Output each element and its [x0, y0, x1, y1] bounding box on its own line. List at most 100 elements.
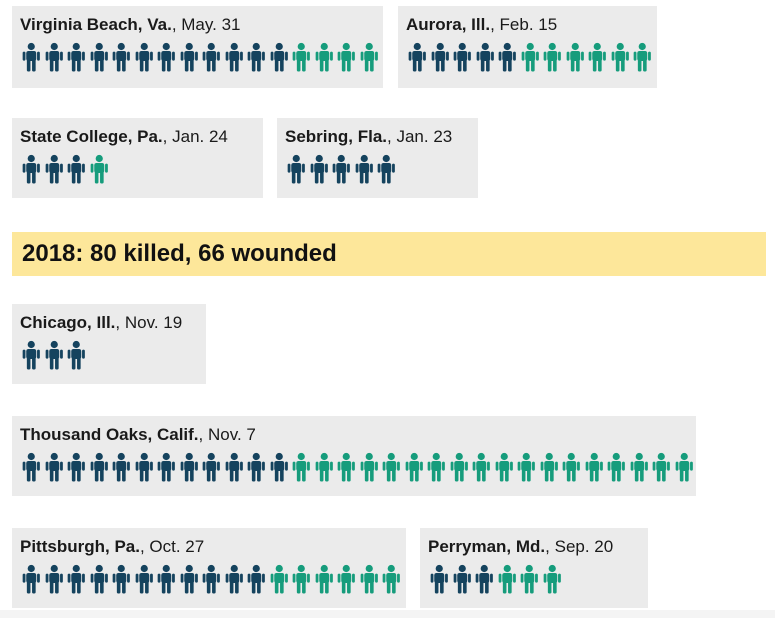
killed-person-icon — [22, 452, 40, 482]
incident-place: Chicago, Ill. — [20, 313, 116, 332]
wounded-person-icon — [607, 452, 625, 482]
incident-card-state-college: State College, Pa., Jan. 24 — [12, 118, 263, 198]
people-row — [20, 564, 406, 594]
wounded-person-icon — [360, 42, 378, 72]
killed-person-icon — [270, 42, 288, 72]
killed-person-icon — [45, 42, 63, 72]
wounded-person-icon — [611, 42, 629, 72]
wounded-person-icon — [405, 452, 423, 482]
killed-person-icon — [135, 564, 153, 594]
incident-card-thousand-oaks: Thousand Oaks, Calif., Nov. 7 — [12, 416, 696, 496]
wounded-person-icon — [315, 42, 333, 72]
wounded-person-icon — [472, 452, 490, 482]
incident-title: Pittsburgh, Pa., Oct. 27 — [20, 536, 406, 558]
year-summary-banner: 2018: 80 killed, 66 wounded — [12, 232, 766, 276]
wounded-person-icon — [543, 42, 561, 72]
incident-date: , May. 31 — [171, 15, 241, 34]
people-row — [20, 340, 206, 370]
incident-title: State College, Pa., Jan. 24 — [20, 126, 263, 148]
killed-person-icon — [90, 42, 108, 72]
incident-title: Perryman, Md., Sep. 20 — [428, 536, 648, 558]
killed-person-icon — [112, 564, 130, 594]
wounded-person-icon — [90, 154, 108, 184]
incident-date: , Feb. 15 — [490, 15, 558, 34]
wounded-person-icon — [270, 564, 288, 594]
killed-person-icon — [135, 42, 153, 72]
incident-card-pittsburgh: Pittsburgh, Pa., Oct. 27 — [12, 528, 406, 608]
wounded-person-icon — [675, 452, 693, 482]
incident-place: Virginia Beach, Va. — [20, 15, 172, 34]
wounded-person-icon — [427, 452, 445, 482]
killed-person-icon — [180, 42, 198, 72]
killed-person-icon — [247, 452, 265, 482]
wounded-person-icon — [562, 452, 580, 482]
wounded-person-icon — [585, 452, 603, 482]
killed-person-icon — [112, 452, 130, 482]
wounded-person-icon — [360, 452, 378, 482]
killed-person-icon — [67, 452, 85, 482]
incident-title: Chicago, Ill., Nov. 19 — [20, 312, 206, 334]
incident-place: Sebring, Fla. — [285, 127, 388, 146]
people-row — [285, 154, 478, 184]
incident-place: Aurora, Ill. — [406, 15, 491, 34]
killed-person-icon — [67, 42, 85, 72]
incident-date: , Sep. 20 — [545, 537, 614, 556]
killed-person-icon — [90, 564, 108, 594]
people-row — [428, 564, 648, 594]
killed-person-icon — [112, 42, 130, 72]
wounded-person-icon — [543, 564, 561, 594]
killed-person-icon — [377, 154, 395, 184]
killed-person-icon — [225, 452, 243, 482]
wounded-person-icon — [450, 452, 468, 482]
killed-person-icon — [45, 340, 63, 370]
incident-date: , Nov. 19 — [115, 313, 183, 332]
wounded-person-icon — [588, 42, 606, 72]
wounded-person-icon — [337, 452, 355, 482]
killed-person-icon — [498, 42, 516, 72]
killed-person-icon — [475, 564, 493, 594]
incident-title: Aurora, Ill., Feb. 15 — [406, 14, 657, 36]
people-row — [20, 452, 696, 482]
incident-date: , Nov. 7 — [198, 425, 256, 444]
killed-person-icon — [45, 452, 63, 482]
killed-person-icon — [430, 564, 448, 594]
killed-person-icon — [202, 564, 220, 594]
killed-person-icon — [225, 42, 243, 72]
killed-person-icon — [453, 564, 471, 594]
wounded-person-icon — [521, 42, 539, 72]
killed-person-icon — [225, 564, 243, 594]
killed-person-icon — [180, 452, 198, 482]
killed-person-icon — [202, 452, 220, 482]
killed-person-icon — [180, 564, 198, 594]
wounded-person-icon — [315, 564, 333, 594]
incident-date: , Jan. 23 — [387, 127, 453, 146]
killed-person-icon — [247, 42, 265, 72]
wounded-person-icon — [292, 42, 310, 72]
wounded-person-icon — [382, 564, 400, 594]
killed-person-icon — [135, 452, 153, 482]
killed-person-icon — [67, 340, 85, 370]
people-row — [406, 42, 657, 72]
incident-place: State College, Pa. — [20, 127, 163, 146]
incident-title: Sebring, Fla., Jan. 23 — [285, 126, 478, 148]
killed-person-icon — [247, 564, 265, 594]
wounded-person-icon — [633, 42, 651, 72]
killed-person-icon — [22, 154, 40, 184]
wounded-person-icon — [292, 452, 310, 482]
wounded-person-icon — [566, 42, 584, 72]
wounded-person-icon — [337, 564, 355, 594]
killed-person-icon — [157, 564, 175, 594]
wounded-person-icon — [337, 42, 355, 72]
killed-person-icon — [157, 42, 175, 72]
people-row — [20, 154, 263, 184]
incident-card-perryman: Perryman, Md., Sep. 20 — [420, 528, 648, 608]
wounded-person-icon — [495, 452, 513, 482]
incident-card-sebring: Sebring, Fla., Jan. 23 — [277, 118, 478, 198]
killed-person-icon — [310, 154, 328, 184]
incident-place: Thousand Oaks, Calif. — [20, 425, 199, 444]
killed-person-icon — [270, 452, 288, 482]
incident-card-aurora: Aurora, Ill., Feb. 15 — [398, 6, 657, 88]
killed-person-icon — [22, 564, 40, 594]
wounded-person-icon — [292, 564, 310, 594]
incident-title: Virginia Beach, Va., May. 31 — [20, 14, 383, 36]
